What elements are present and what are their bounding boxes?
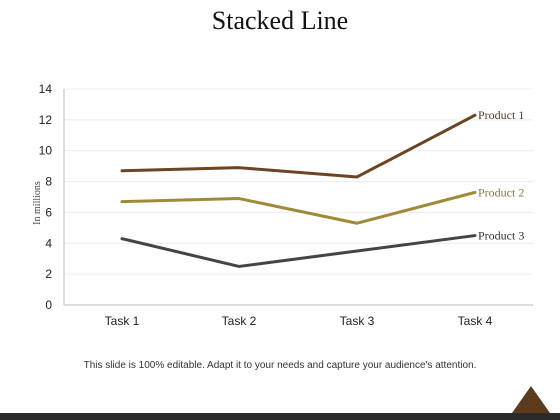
y-tick-label: 4 <box>45 236 52 250</box>
series-line-2 <box>120 190 477 225</box>
y-tick-label: 10 <box>39 144 53 158</box>
y-tick-label: 8 <box>45 175 52 189</box>
y-tick-label: 12 <box>39 113 53 127</box>
bottom-bar <box>0 413 560 420</box>
y-axis-label: In millions <box>32 181 43 225</box>
slide-title: Stacked Line <box>211 6 349 35</box>
series-label-3: Product 3 <box>478 229 524 243</box>
x-tick-label: Task 3 <box>340 314 375 328</box>
series-line-3 <box>120 234 477 268</box>
footer-note: This slide is 100% editable. Adapt it to… <box>83 360 477 371</box>
x-tick-label: Task 2 <box>222 314 257 328</box>
y-tick-label: 2 <box>45 267 52 281</box>
series-labels: Product 1 Product 2 Product 3 <box>478 108 524 242</box>
y-tick-label: 14 <box>39 82 53 96</box>
series-label-1: Product 1 <box>478 108 524 122</box>
corner-triangle-decoration <box>512 386 550 413</box>
series-line-1 <box>120 113 477 179</box>
y-tick-label: 0 <box>45 298 52 312</box>
series-lines <box>120 113 477 268</box>
x-tick-labels: Task 1 Task 2 Task 3 Task 4 <box>105 314 493 328</box>
y-tick-labels: 0 2 4 6 8 10 12 14 <box>39 82 53 312</box>
gridlines <box>64 88 533 275</box>
y-tick-label: 6 <box>45 205 52 219</box>
x-tick-label: Task 1 <box>105 314 140 328</box>
series-label-2: Product 2 <box>478 185 524 199</box>
x-tick-label: Task 4 <box>458 314 493 328</box>
axes <box>63 89 533 306</box>
